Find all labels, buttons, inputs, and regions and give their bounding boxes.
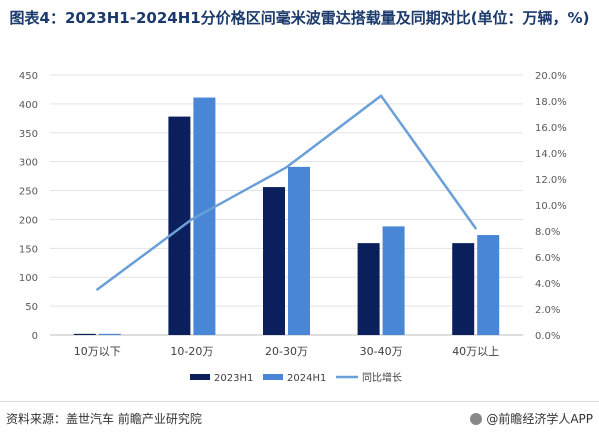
y-right-tick-label: 0.0% (535, 331, 560, 342)
bar-2023H1 (168, 116, 191, 335)
source-text: 资料来源：盖世汽车 前瞻产业研究院 (6, 412, 202, 426)
y-left-tick-label: 250 (19, 187, 38, 198)
footer: 资料来源：盖世汽车 前瞻产业研究院 @前瞻经济学人APP (0, 401, 599, 437)
bar-2024H1 (288, 166, 310, 335)
y-right-tick-label: 6.0% (535, 253, 560, 264)
legend-swatch (190, 374, 210, 380)
x-tick-label: 30-40万 (360, 345, 403, 358)
bar-2024H1 (193, 97, 216, 336)
x-tick-label: 10-20万 (170, 345, 213, 358)
y-right-tick-label: 18.0% (535, 97, 567, 108)
y-left-tick-label: 100 (19, 273, 38, 284)
y-right-tick-label: 16.0% (535, 123, 567, 134)
x-tick-label: 40万以上 (452, 345, 499, 358)
line-yoy-growth (96, 94, 477, 291)
bar-2023H1 (452, 243, 475, 335)
line-point (474, 227, 477, 230)
y-right-tick-label: 8.0% (535, 227, 560, 238)
y-left-tick-label: 200 (19, 215, 38, 226)
y-left-tick-label: 350 (19, 129, 38, 140)
brand-logo-icon (470, 412, 483, 425)
bar-2023H1 (263, 187, 285, 335)
bar-2024H1 (382, 226, 405, 335)
x-tick-label: 10万以下 (74, 345, 121, 358)
y-right-tick-label: 4.0% (535, 279, 560, 290)
bar-2023H1 (357, 243, 380, 335)
y-left-tick-label: 150 (19, 244, 38, 255)
y-left-tick-label: 450 (19, 71, 38, 82)
brand: @前瞻经济学人APP (470, 410, 593, 427)
chart: 0 50 100 150 200 250 300 350 400 450 0.0% 2.0% 4.0% 6… (19, 71, 567, 384)
legend-label: 2023H1 (214, 373, 253, 384)
y-left-tick-label: 0 (32, 331, 38, 342)
line-point (96, 288, 99, 291)
x-tick-label: 20-30万 (265, 345, 308, 358)
y-right-tick-label: 20.0% (535, 71, 567, 82)
y-right-tick-label: 12.0% (535, 175, 567, 186)
y-right-tick-label: 14.0% (535, 149, 567, 160)
line-point (379, 94, 383, 98)
legend-swatch (263, 374, 283, 380)
y-left-tick-label: 400 (19, 100, 38, 111)
legend-label: 2024H1 (287, 373, 326, 384)
bar-2023H1 (73, 333, 96, 335)
y-right-tick-label: 2.0% (535, 305, 560, 316)
y-left-tick-label: 50 (25, 302, 38, 313)
y-right-tick-label: 10.0% (535, 201, 567, 212)
line-point (285, 166, 288, 169)
legend-label: 同比增长 (362, 371, 402, 384)
bar-2024H1 (477, 235, 500, 335)
chart-title: 图表4：2023H1-2024H1分价格区间毫米波雷达搭载量及同期对比(单位：万… (9, 9, 590, 27)
brand-text: @前瞻经济学人APP (486, 412, 593, 426)
bar-2024H1 (98, 333, 121, 335)
line-point (190, 218, 194, 221)
y-left-tick-label: 300 (19, 158, 38, 169)
